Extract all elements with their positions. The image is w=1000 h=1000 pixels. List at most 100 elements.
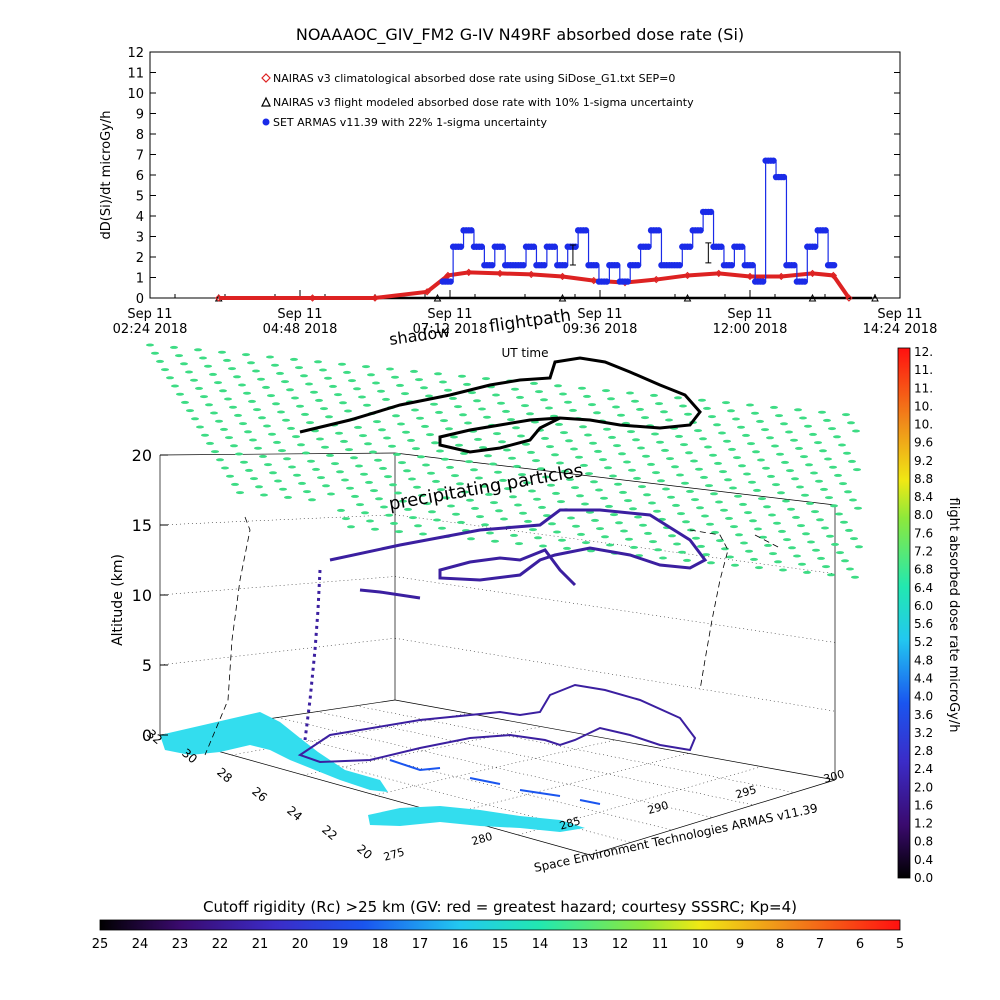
particle-mark	[257, 377, 265, 381]
particle-mark	[590, 480, 598, 484]
particle-mark	[427, 471, 435, 475]
particle-mark	[682, 520, 690, 524]
particle-mark	[751, 411, 759, 415]
particle-mark	[812, 548, 820, 552]
particle-mark	[833, 435, 841, 439]
dose-colorbar-tick: 6.8	[914, 563, 933, 577]
series-nairas-clim-point	[527, 270, 535, 279]
particle-mark	[734, 494, 742, 498]
particle-mark	[322, 484, 330, 488]
particle-mark	[439, 380, 447, 384]
particle-mark	[223, 358, 231, 362]
particle-mark	[395, 530, 403, 534]
particle-mark	[793, 554, 801, 558]
particle-mark	[771, 444, 779, 448]
particle-mark	[732, 417, 740, 421]
particle-mark	[206, 441, 214, 445]
particle-mark	[613, 444, 621, 448]
particle-mark	[816, 518, 824, 522]
particle-mark	[435, 410, 443, 414]
particle-mark	[229, 405, 237, 409]
dose-colorbar-tick: 12.	[914, 345, 933, 359]
particle-mark	[347, 525, 355, 529]
particle-mark	[422, 463, 430, 467]
particle-mark	[637, 446, 645, 450]
rigidity-colorbar-tick: 12	[612, 937, 629, 952]
particle-mark	[785, 430, 793, 434]
particle-mark	[614, 482, 622, 486]
particle-mark	[528, 489, 536, 493]
particle-mark	[419, 532, 427, 536]
legend-marker-armas	[262, 118, 270, 126]
particle-mark	[842, 413, 850, 417]
particle-mark	[811, 510, 819, 514]
particle-mark	[761, 428, 769, 432]
particle-mark	[801, 493, 809, 497]
series-armas-point	[738, 243, 746, 250]
particle-mark	[290, 357, 298, 361]
x-axis-label-ut-time: UT time	[501, 346, 548, 360]
rigidity-colorbar-tick: 22	[212, 937, 229, 952]
3d-longitude-axis: 275 280 285 290 295 300	[382, 767, 846, 863]
particle-mark	[567, 516, 575, 520]
series-nairas-flight-point	[808, 293, 817, 302]
particle-mark	[523, 481, 531, 485]
series-armas-point	[488, 262, 496, 269]
particle-mark	[514, 503, 522, 507]
lon-tick-label: 300	[822, 767, 846, 785]
particle-mark	[284, 495, 292, 499]
particle-mark	[714, 461, 722, 465]
dose-colorbar-tick: 8.8	[914, 472, 933, 486]
particle-mark	[554, 384, 562, 388]
particle-mark	[412, 447, 420, 451]
particle-mark	[358, 395, 366, 399]
particle-mark	[371, 527, 379, 531]
top-ytick-label: 2	[136, 251, 144, 266]
rigidity-colorbar-tick: 5	[896, 937, 904, 952]
top-xtick-day: Sep 11	[727, 307, 772, 322]
particle-mark	[238, 383, 246, 387]
particle-mark	[742, 433, 750, 437]
particle-mark	[394, 491, 402, 495]
particle-mark	[615, 521, 623, 525]
particle-mark	[460, 451, 468, 455]
series-armas-point	[791, 262, 798, 269]
particle-mark	[617, 413, 625, 417]
particle-mark	[190, 378, 198, 382]
rigidity-colorbar-tick: 6	[856, 937, 864, 952]
lat-tick-label: 24	[284, 803, 305, 824]
particle-mark	[605, 504, 613, 508]
particle-mark	[334, 393, 342, 397]
particle-mark	[396, 383, 404, 387]
3d-wall-grid	[159, 514, 396, 526]
particle-mark	[504, 487, 512, 491]
particle-mark	[444, 388, 452, 392]
dose-colorbar-tick: 1.2	[914, 817, 933, 831]
particle-mark	[609, 474, 617, 478]
dose-colorbar-ticks: 0.0 0.4 0.8 1.2 1.6 2.0 2.4 2.8 3.2 3.6 4.0 4.4 4.8 5…	[914, 345, 933, 885]
particle-mark	[644, 531, 652, 535]
particle-mark	[447, 504, 455, 508]
particle-mark	[772, 483, 780, 487]
particle-mark	[810, 471, 818, 475]
series-nairas-clim-point	[371, 294, 379, 302]
particle-mark	[791, 477, 799, 481]
projection-lines	[204, 516, 781, 756]
particle-mark	[489, 462, 497, 466]
particle-mark	[269, 471, 277, 475]
particle-mark	[821, 526, 829, 530]
particle-mark	[679, 404, 687, 408]
dose-colorbar-tick: 7.2	[914, 545, 933, 559]
series-armas-point	[499, 243, 506, 250]
particle-mark	[727, 409, 735, 413]
particle-mark	[248, 399, 256, 403]
top-ytick-label: 6	[136, 169, 144, 184]
series-nairas-flight-point	[433, 293, 442, 302]
particle-mark	[580, 463, 588, 467]
rigidity-colorbar-tick: 15	[492, 937, 509, 952]
particle-mark	[676, 473, 684, 477]
particle-mark	[593, 411, 601, 415]
particle-mark	[795, 446, 803, 450]
3d-wall-grid	[159, 576, 396, 596]
